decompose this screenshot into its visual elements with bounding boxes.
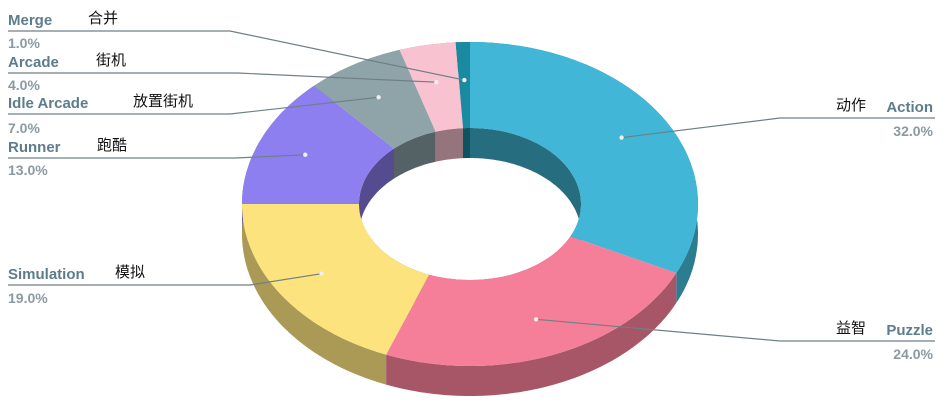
- slice-outer-wall: [242, 204, 387, 385]
- value-label: 19.0%: [8, 290, 48, 306]
- category-label: Puzzle: [886, 322, 933, 339]
- category-local-label: 模拟: [115, 263, 145, 281]
- value-label: 32.0%: [893, 123, 933, 139]
- slice-inner-wall: [470, 128, 581, 267]
- value-label: 7.0%: [8, 120, 40, 136]
- category-label: Simulation: [8, 266, 85, 283]
- slice-outer-wall: [386, 273, 677, 396]
- slice-inner-wall: [435, 128, 463, 162]
- slice: [242, 85, 394, 204]
- category-label: Merge: [8, 12, 52, 29]
- value-label: 13.0%: [8, 162, 48, 178]
- leader-dot: [533, 317, 539, 322]
- category-label: Action: [886, 99, 933, 116]
- value-label: 24.0%: [893, 346, 933, 362]
- category-label: Idle Arcade: [8, 95, 88, 112]
- category-local-label: 益智: [836, 319, 866, 337]
- category-label: Arcade: [8, 54, 59, 71]
- leader-dot: [434, 79, 439, 85]
- category-local-label: 跑酷: [97, 136, 127, 154]
- slice: [313, 49, 436, 149]
- slice-inner-wall: [359, 148, 394, 234]
- leader-dot: [619, 135, 624, 140]
- slice: [399, 42, 463, 132]
- leader-dot: [303, 152, 308, 157]
- category-local-label: 合并: [88, 9, 118, 27]
- slice: [386, 236, 677, 366]
- leader-line: [536, 318, 935, 342]
- leader-line: [8, 96, 379, 115]
- leader-line: [8, 154, 306, 159]
- leader-dot: [319, 271, 324, 276]
- leader-line: [8, 273, 322, 286]
- leader-dot: [376, 95, 381, 100]
- leader-line: [621, 117, 935, 139]
- category-local-label: 街机: [96, 51, 126, 69]
- slice: [470, 42, 698, 273]
- slice: [242, 204, 430, 355]
- leader-dot: [462, 77, 467, 83]
- category-local-label: 放置街机: [133, 92, 193, 110]
- value-label: 1.0%: [8, 35, 40, 51]
- value-label: 4.0%: [8, 77, 40, 93]
- category-label: Runner: [8, 139, 61, 156]
- slice-inner-wall: [394, 131, 436, 179]
- leader-line: [8, 30, 465, 81]
- slice: [455, 42, 470, 129]
- category-local-label: 动作: [836, 96, 866, 114]
- slice-inner-wall: [463, 128, 470, 159]
- leader-line: [8, 72, 437, 83]
